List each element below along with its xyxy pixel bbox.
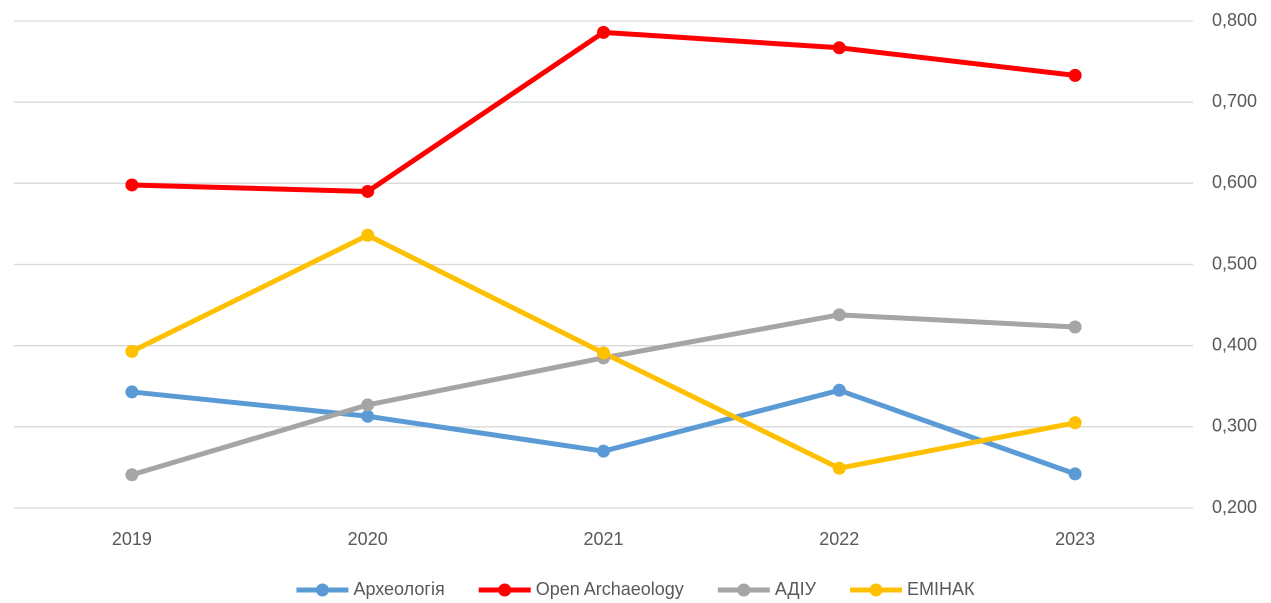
- y-tick-label: 0,200: [1212, 497, 1257, 517]
- data-point: [832, 383, 846, 397]
- legend-label: АДІУ: [775, 579, 817, 599]
- data-point: [361, 409, 375, 423]
- data-point: [1068, 416, 1082, 430]
- x-tick-label: 2020: [348, 529, 388, 549]
- y-tick-label: 0,500: [1212, 253, 1257, 273]
- data-point: [125, 344, 139, 358]
- data-point: [832, 308, 846, 322]
- data-point: [361, 398, 375, 412]
- data-point: [361, 184, 375, 198]
- x-tick-label: 2022: [819, 529, 859, 549]
- data-point: [125, 468, 139, 482]
- data-point: [597, 25, 610, 39]
- y-tick-label: 0,800: [1212, 10, 1257, 30]
- data-point: [597, 346, 610, 360]
- y-tick-label: 0,300: [1212, 416, 1257, 436]
- x-tick-label: 2021: [583, 529, 623, 549]
- data-point: [1068, 467, 1082, 481]
- legend-marker: [315, 583, 329, 597]
- legend-marker: [737, 583, 751, 597]
- data-point: [597, 444, 610, 458]
- data-point: [361, 228, 375, 242]
- y-tick-label: 0,600: [1212, 172, 1257, 192]
- data-point: [832, 41, 846, 55]
- y-tick-label: 0,400: [1212, 334, 1257, 354]
- data-point: [125, 385, 139, 399]
- legend-marker: [869, 583, 883, 597]
- y-tick-label: 0,700: [1212, 91, 1257, 111]
- x-tick-label: 2019: [112, 529, 152, 549]
- legend-label: Open Archaeology: [536, 579, 684, 599]
- legend-label: Археологія: [353, 579, 444, 599]
- data-point: [1068, 320, 1082, 334]
- legend-marker: [498, 583, 512, 597]
- data-point: [832, 461, 846, 475]
- series-line: [131, 29, 1076, 194]
- data-point: [1068, 68, 1082, 82]
- legend-label: ЕМІНАК: [907, 579, 975, 599]
- x-tick-label: 2023: [1055, 529, 1095, 549]
- data-point: [125, 178, 139, 192]
